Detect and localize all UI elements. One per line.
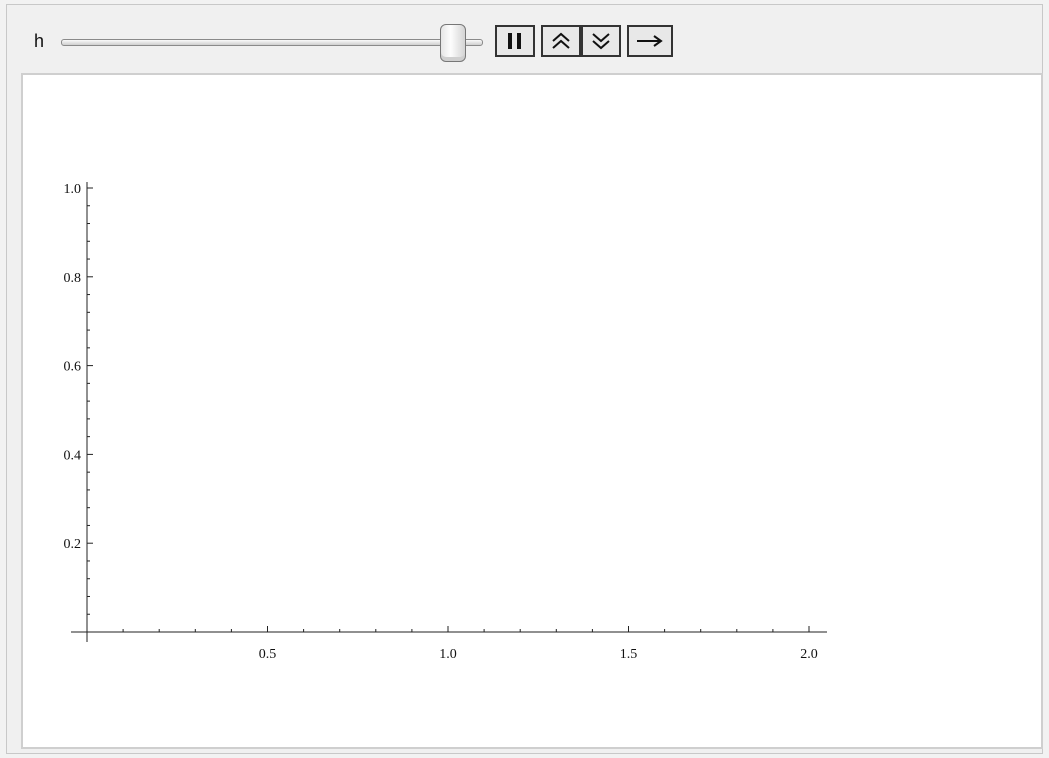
pause-icon xyxy=(508,33,521,49)
direction-button[interactable] xyxy=(627,25,673,57)
chart: 0.5 1.0 1.5 2.0 0.2 0.4 0.6 0.8 1.0 xyxy=(64,182,827,662)
x-tick-label: 2.0 xyxy=(800,647,818,662)
h-slider-track[interactable] xyxy=(61,39,483,46)
variable-label: h xyxy=(34,31,45,51)
y-tick-label: 0.6 xyxy=(64,360,82,375)
double-chevron-down-icon xyxy=(592,33,610,50)
y-tick-label: 0.4 xyxy=(64,448,82,463)
x-tick-label: 1.0 xyxy=(439,647,457,662)
slower-button[interactable] xyxy=(581,25,621,57)
double-chevron-up-icon xyxy=(552,32,570,49)
x-tick-label: 1.5 xyxy=(620,647,638,662)
controls-bar: h xyxy=(7,5,1042,71)
y-tick-label: 1.0 xyxy=(64,182,82,197)
pause-button[interactable] xyxy=(495,25,535,57)
y-tick-label: 0.2 xyxy=(64,537,82,552)
x-tick-label: 0.5 xyxy=(259,647,277,662)
arrow-right-icon xyxy=(637,35,663,47)
h-slider-thumb[interactable] xyxy=(439,24,466,62)
y-tick-label: 0.8 xyxy=(64,271,82,286)
plot-area: 0.5 1.0 1.5 2.0 0.2 0.4 0.6 0.8 1.0 xyxy=(21,73,1043,749)
faster-button[interactable] xyxy=(541,25,581,57)
manipulate-panel: h 0.5 1.0 1. xyxy=(6,4,1043,754)
